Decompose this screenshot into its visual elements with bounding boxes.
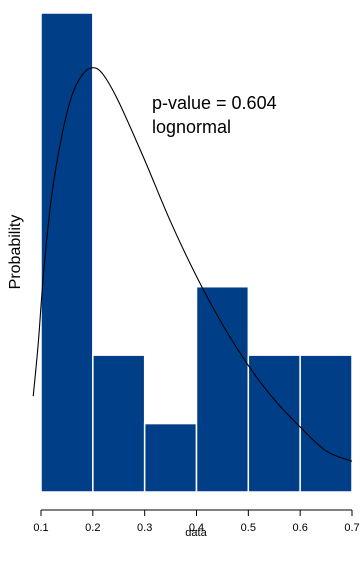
x-tick-label-7: 0.7 — [344, 522, 359, 534]
histogram-bar-2 — [92, 354, 146, 493]
x-tick-label-2: 0.2 — [85, 522, 100, 534]
y-axis-title: Probability — [7, 215, 24, 290]
x-tick-label-3: 0.3 — [137, 522, 152, 534]
distribution-annotation: lognormal — [152, 117, 231, 137]
x-axis-title: data — [185, 527, 207, 539]
p-value-annotation: p-value = 0.604 — [152, 93, 277, 113]
histogram-bar-1 — [40, 12, 94, 493]
x-tick-label-4: 0.4 — [189, 522, 204, 534]
x-axis: 0.1 0.2 0.3 0.4 0.5 0.6 0.7 — [33, 509, 360, 534]
lognormal-density-curve — [32, 67, 353, 462]
histogram-bars — [40, 12, 353, 493]
histogram-bar-3 — [143, 422, 198, 493]
x-ticks: 0.1 0.2 0.3 0.4 0.5 0.6 0.7 — [33, 510, 360, 534]
histogram-bar-6 — [299, 354, 353, 493]
x-tick-label-1: 0.1 — [33, 522, 48, 534]
x-tick-label-6: 0.6 — [293, 522, 308, 534]
x-tick-label-5: 0.5 — [241, 522, 256, 534]
histogram-bar-4 — [195, 285, 250, 493]
